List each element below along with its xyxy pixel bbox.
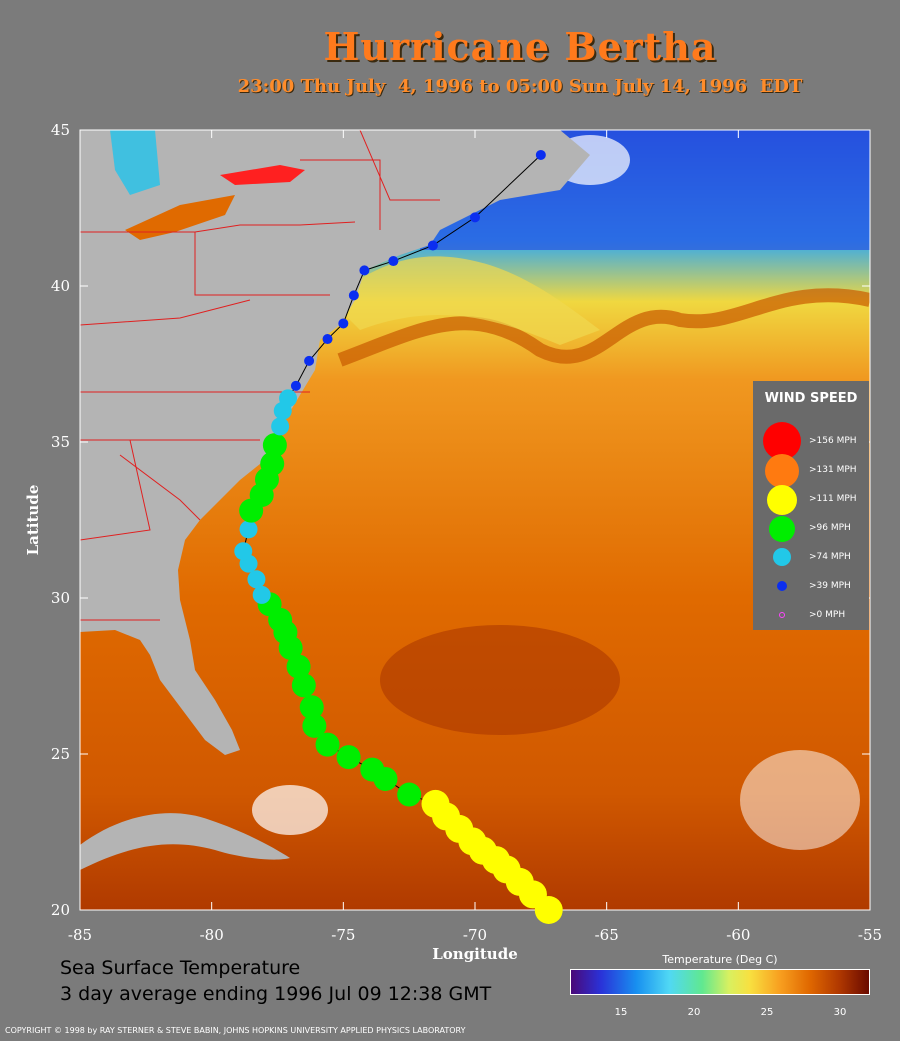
lat-tick-label: 40 — [51, 277, 70, 295]
legend-dot-orange — [765, 454, 799, 488]
legend-label: >74 MPH — [809, 552, 851, 562]
x-axis-title: Longitude — [432, 945, 518, 963]
track-point — [262, 433, 287, 458]
lon-tick-label: -80 — [200, 926, 224, 944]
wind-speed-legend: WIND SPEED >156 MPH >131 MPH >111 MPH >9… — [753, 381, 869, 630]
track-point — [271, 417, 290, 436]
legend-item-0: >0 MPH — [753, 601, 869, 629]
track-point — [470, 212, 480, 223]
legend-dot-cyan — [773, 548, 791, 566]
track-point — [290, 380, 301, 391]
legend-label: >96 MPH — [809, 523, 851, 533]
state-borders — [80, 130, 440, 621]
track-point — [388, 256, 399, 267]
lon-tick-label: -85 — [68, 926, 92, 944]
lon-tick-label: -55 — [858, 926, 882, 944]
track-point — [338, 318, 349, 329]
lon-tick-label: -70 — [463, 926, 487, 944]
colorbar-tick: 15 — [614, 1007, 628, 1018]
lake-huron — [110, 130, 160, 195]
axis-ticks: -85 -80 -75 -70 -65 -60 -55 45 40 35 30 25 20 Longitu… — [24, 121, 882, 963]
track-point — [304, 355, 315, 366]
legend-dot-red — [763, 422, 801, 460]
lon-tick-label: -65 — [595, 926, 619, 944]
track-point — [247, 570, 266, 589]
lat-tick-label: 30 — [51, 589, 70, 607]
track-point — [260, 451, 285, 476]
lon-tick-label: -75 — [331, 926, 355, 944]
temperature-colorbar — [570, 969, 870, 995]
track-point — [291, 673, 316, 698]
track-point — [421, 789, 450, 818]
track-point — [286, 654, 311, 679]
legend-label: >0 MPH — [809, 610, 846, 620]
cloud-patch-east — [740, 750, 860, 850]
legend-dot-blue — [777, 581, 787, 591]
track-point — [239, 520, 258, 539]
legend-label: >39 MPH — [809, 581, 851, 591]
track-point — [336, 745, 361, 770]
date-range-subtitle: 23:00 Thu July 4, 1996 to 05:00 Sun July… — [237, 76, 803, 97]
track-point — [359, 265, 370, 276]
legend-label: >156 MPH — [809, 436, 857, 446]
track-point — [360, 757, 385, 782]
cloud-patch-bahamas — [252, 785, 328, 835]
legend-item-96: >96 MPH — [753, 514, 869, 542]
legend-label: >111 MPH — [809, 494, 857, 504]
shelf-water — [330, 256, 600, 345]
track-point — [299, 695, 324, 720]
gulf-stream-front — [337, 288, 870, 367]
legend-label: >131 MPH — [809, 465, 857, 475]
land-cuba — [80, 813, 290, 870]
lat-tick-label: 45 — [51, 121, 70, 139]
track-point — [322, 334, 333, 345]
track-point — [427, 240, 438, 251]
lon-tick-label: -60 — [726, 926, 750, 944]
hurricane-track — [234, 149, 563, 924]
track-point — [302, 713, 327, 738]
colorbar-tick: 20 — [687, 1007, 701, 1018]
track-point — [234, 542, 253, 561]
track-point — [348, 290, 359, 301]
sst-caption-line2: 3 day average ending 1996 Jul 09 12:38 G… — [60, 983, 492, 1005]
colorbar-tick: 30 — [833, 1007, 847, 1018]
legend-item-156: >156 MPH — [753, 422, 869, 460]
track-point — [535, 149, 546, 160]
y-axis-title: Latitude — [24, 485, 42, 556]
track-point — [279, 389, 298, 408]
track-point — [315, 732, 340, 757]
legend-item-111: >111 MPH — [753, 485, 869, 515]
sst-caption-line1: Sea Surface Temperature — [60, 957, 301, 979]
lat-tick-label: 35 — [51, 433, 70, 451]
lake-erie — [125, 195, 235, 240]
legend-item-74: >74 MPH — [753, 543, 869, 571]
lat-tick-label: 20 — [51, 901, 70, 919]
colorbar-tick: 25 — [760, 1007, 774, 1018]
legend-dot-yellow — [767, 485, 797, 515]
legend-dot-magenta — [779, 612, 785, 618]
lat-tick-label: 25 — [51, 745, 70, 763]
track-point — [397, 782, 422, 807]
legend-title: WIND SPEED — [764, 391, 858, 406]
copyright-notice: COPYRIGHT © 1998 by RAY STERNER & STEVE … — [5, 1026, 466, 1035]
colorbar-title: Temperature (Deg C) — [662, 953, 778, 966]
legend-dot-green — [769, 516, 795, 542]
legend-item-131: >131 MPH — [753, 454, 869, 488]
legend-item-39: >39 MPH — [753, 572, 869, 600]
lake-ontario — [220, 165, 305, 185]
map-title: Hurricane Bertha — [323, 24, 717, 69]
track-point — [252, 585, 271, 604]
land-north-america — [80, 130, 590, 755]
warm-sargasso — [380, 625, 620, 735]
